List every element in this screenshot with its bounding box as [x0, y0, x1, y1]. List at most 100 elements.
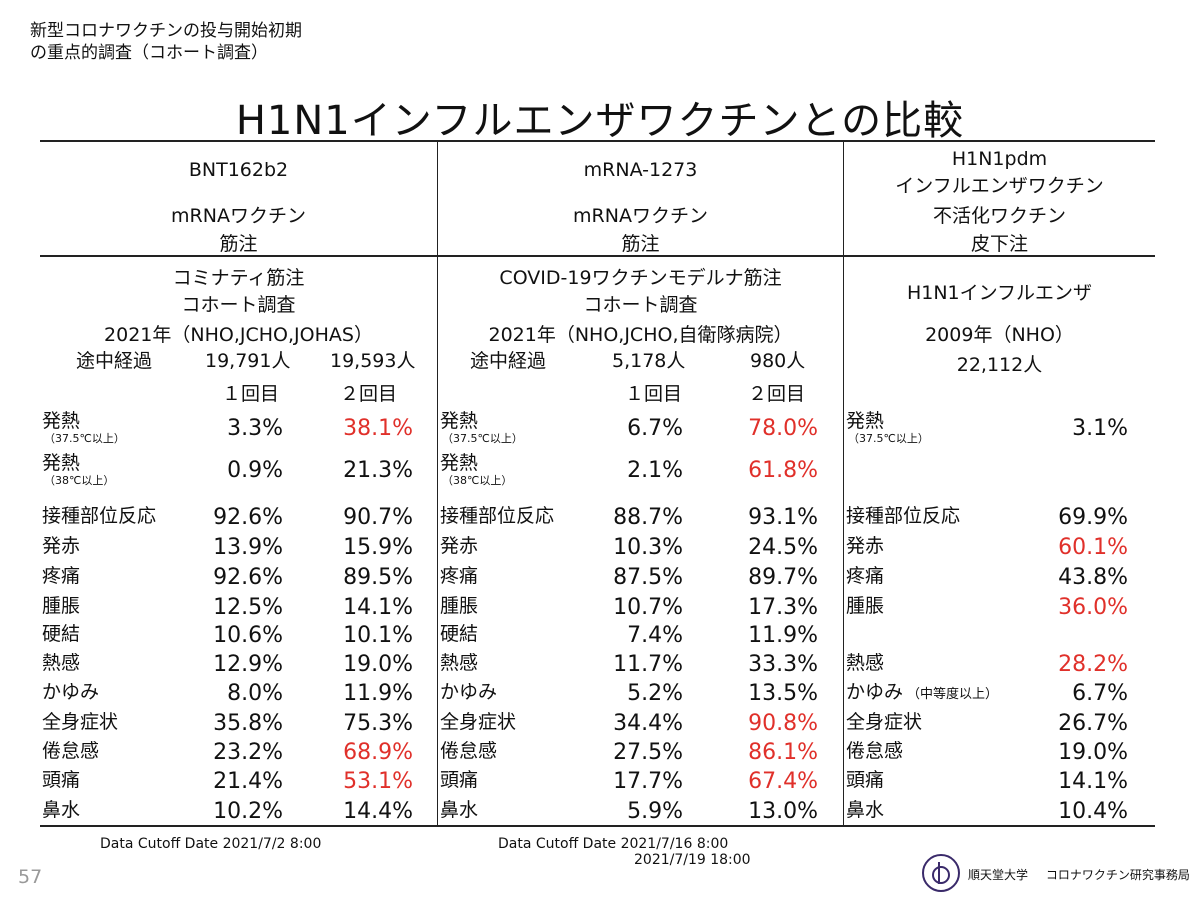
column-header-3-line-4: 皮下注 [970, 233, 1028, 255]
row-label-bnt: 発熱 （37.5℃以上） [42, 410, 125, 445]
value-bnt-dose1: 92.6% [213, 565, 283, 590]
row-label-mod: 発熱 （38℃以上） [440, 452, 512, 487]
value-bnt-dose1: 35.8% [213, 711, 283, 736]
brand-office: コロナワクチン研究事務局 [1045, 868, 1190, 882]
slide-subtitle: 新型コロナワクチンの投与開始初期 の重点的調査（コホート調査） [30, 20, 302, 64]
study-year-1: 2021年（NHO,JCHO,JOHAS） [104, 324, 373, 346]
value-mod-dose1: 6.7% [627, 416, 683, 441]
row-label-text: 発赤 [42, 535, 81, 557]
row-label-text: 接種部位反応 [846, 505, 961, 527]
value-mod-dose1: 7.4% [627, 623, 683, 648]
row-label-bnt: 発赤 [42, 535, 80, 557]
row-label-text: 発赤 [440, 535, 479, 557]
study-year-2: 2021年（NHO,JCHO,自衛隊病院） [488, 324, 793, 346]
value-mod-dose1: 34.4% [613, 711, 683, 736]
column-header-1-line-3: 筋注 [219, 233, 258, 255]
value-bnt-dose2: 75.3% [343, 711, 413, 736]
value-bnt-dose1: 13.9% [213, 535, 283, 560]
study-name-2-line-2: コホート調査 [583, 294, 698, 316]
value-mod-dose2: 13.5% [748, 681, 818, 706]
row-label-text: 倦怠感 [440, 740, 498, 762]
row-label-mod: かゆみ [440, 681, 497, 703]
row-label-h1n1: 熱感 [846, 652, 884, 674]
study-name-2-line-1: COVID-19ワクチンモデルナ筋注 [499, 267, 782, 289]
bnt-cutoff-note: Data Cutoff Date 2021/7/2 8:00 [100, 836, 322, 852]
row-sublabel: （38℃以上） [44, 474, 115, 487]
row-label-text: 発熱 [42, 410, 81, 432]
value-bnt-dose1: 8.0% [227, 681, 283, 706]
study-name-1-line-1: コミナティ筋注 [172, 267, 305, 289]
value-bnt-dose1: 0.9% [227, 458, 283, 483]
row-label-text: 頭痛 [440, 769, 479, 791]
row-note: （中等度以上） [907, 687, 999, 702]
row-label-text: 全身症状 [42, 711, 119, 733]
row-label-bnt: 接種部位反応 [42, 505, 156, 527]
value-mod-dose1: 10.3% [613, 535, 683, 560]
row-label-bnt: 鼻水 [42, 799, 80, 821]
table-bottom-rule [40, 825, 1155, 827]
row-label-bnt: 頭痛 [42, 769, 80, 791]
row-label-text: 頭痛 [846, 769, 885, 791]
row-label-text: 鼻水 [846, 799, 885, 821]
value-h1n1: 26.7% [1058, 711, 1128, 736]
value-mod-dose1: 2.1% [627, 458, 683, 483]
value-bnt-dose2: 38.1% [343, 416, 413, 441]
row-label-h1n1: 接種部位反応 [846, 505, 960, 527]
value-bnt-dose1: 12.5% [213, 595, 283, 620]
row-label-text: 倦怠感 [42, 740, 100, 762]
interim-label-1: 途中経過 [76, 350, 153, 372]
column-header-2-line-2: mRNAワクチン [573, 205, 708, 227]
value-bnt-dose2: 15.9% [343, 535, 413, 560]
row-label-text: 硬結 [42, 623, 81, 645]
row-label-h1n1: 発熱 （37.5℃以上） [846, 410, 929, 445]
row-label-mod: 全身症状 [440, 711, 516, 733]
value-bnt-dose1: 23.2% [213, 740, 283, 765]
n-dose1-mod: 5,178人 [612, 350, 686, 372]
value-mod-dose1: 11.7% [613, 652, 683, 677]
page-number: 57 [18, 866, 43, 888]
row-sublabel: （38℃以上） [442, 474, 513, 487]
row-label-bnt: 発熱 （38℃以上） [42, 452, 114, 487]
value-h1n1: 19.0% [1058, 740, 1128, 765]
column-divider-1 [437, 140, 438, 826]
study-year-3: 2009年（NHO） [925, 324, 1074, 346]
value-h1n1: 10.4% [1058, 799, 1128, 824]
value-bnt-dose1: 92.6% [213, 505, 283, 530]
row-label-bnt: 疼痛 [42, 565, 80, 587]
row-label-mod: 鼻水 [440, 799, 478, 821]
value-h1n1: 14.1% [1058, 769, 1128, 794]
row-label-text: 熱感 [846, 652, 885, 674]
row-label-h1n1: 全身症状 [846, 711, 922, 733]
value-h1n1: 43.8% [1058, 565, 1128, 590]
value-bnt-dose2: 19.0% [343, 652, 413, 677]
row-label-text: かゆみ [440, 681, 498, 703]
row-label-mod: 疼痛 [440, 565, 478, 587]
row-label-text: 発赤 [846, 535, 885, 557]
row-label-bnt: 倦怠感 [42, 740, 99, 762]
column-header-2-line-1: mRNA-1273 [583, 159, 698, 181]
row-label-mod: 硬結 [440, 623, 478, 645]
value-bnt-dose1: 10.6% [213, 623, 283, 648]
row-label-text: 腫脹 [440, 595, 479, 617]
value-mod-dose1: 27.5% [613, 740, 683, 765]
row-label-text: かゆみ [42, 681, 100, 703]
row-label-mod: 発熱 （37.5℃以上） [440, 410, 523, 445]
row-label-mod: 発赤 [440, 535, 478, 557]
n-dose2-bnt: 19,593人 [330, 350, 416, 372]
row-label-text: 鼻水 [440, 799, 479, 821]
dose1-label-bnt: １回目 [222, 383, 280, 405]
row-label-h1n1: 腫脹 [846, 595, 884, 617]
value-bnt-dose1: 3.3% [227, 416, 283, 441]
value-h1n1: 28.2% [1058, 652, 1128, 677]
value-mod-dose2: 61.8% [748, 458, 818, 483]
value-h1n1: 6.7% [1072, 681, 1128, 706]
value-bnt-dose2: 14.1% [343, 595, 413, 620]
row-label-bnt: 腫脹 [42, 595, 80, 617]
value-mod-dose1: 17.7% [613, 769, 683, 794]
row-label-mod: 頭痛 [440, 769, 478, 791]
value-mod-dose2: 93.1% [748, 505, 818, 530]
n-dose1-bnt: 19,791人 [205, 350, 291, 372]
value-mod-dose2: 24.5% [748, 535, 818, 560]
row-label-text: 発熱 [42, 452, 81, 474]
row-label-h1n1: 疼痛 [846, 565, 884, 587]
